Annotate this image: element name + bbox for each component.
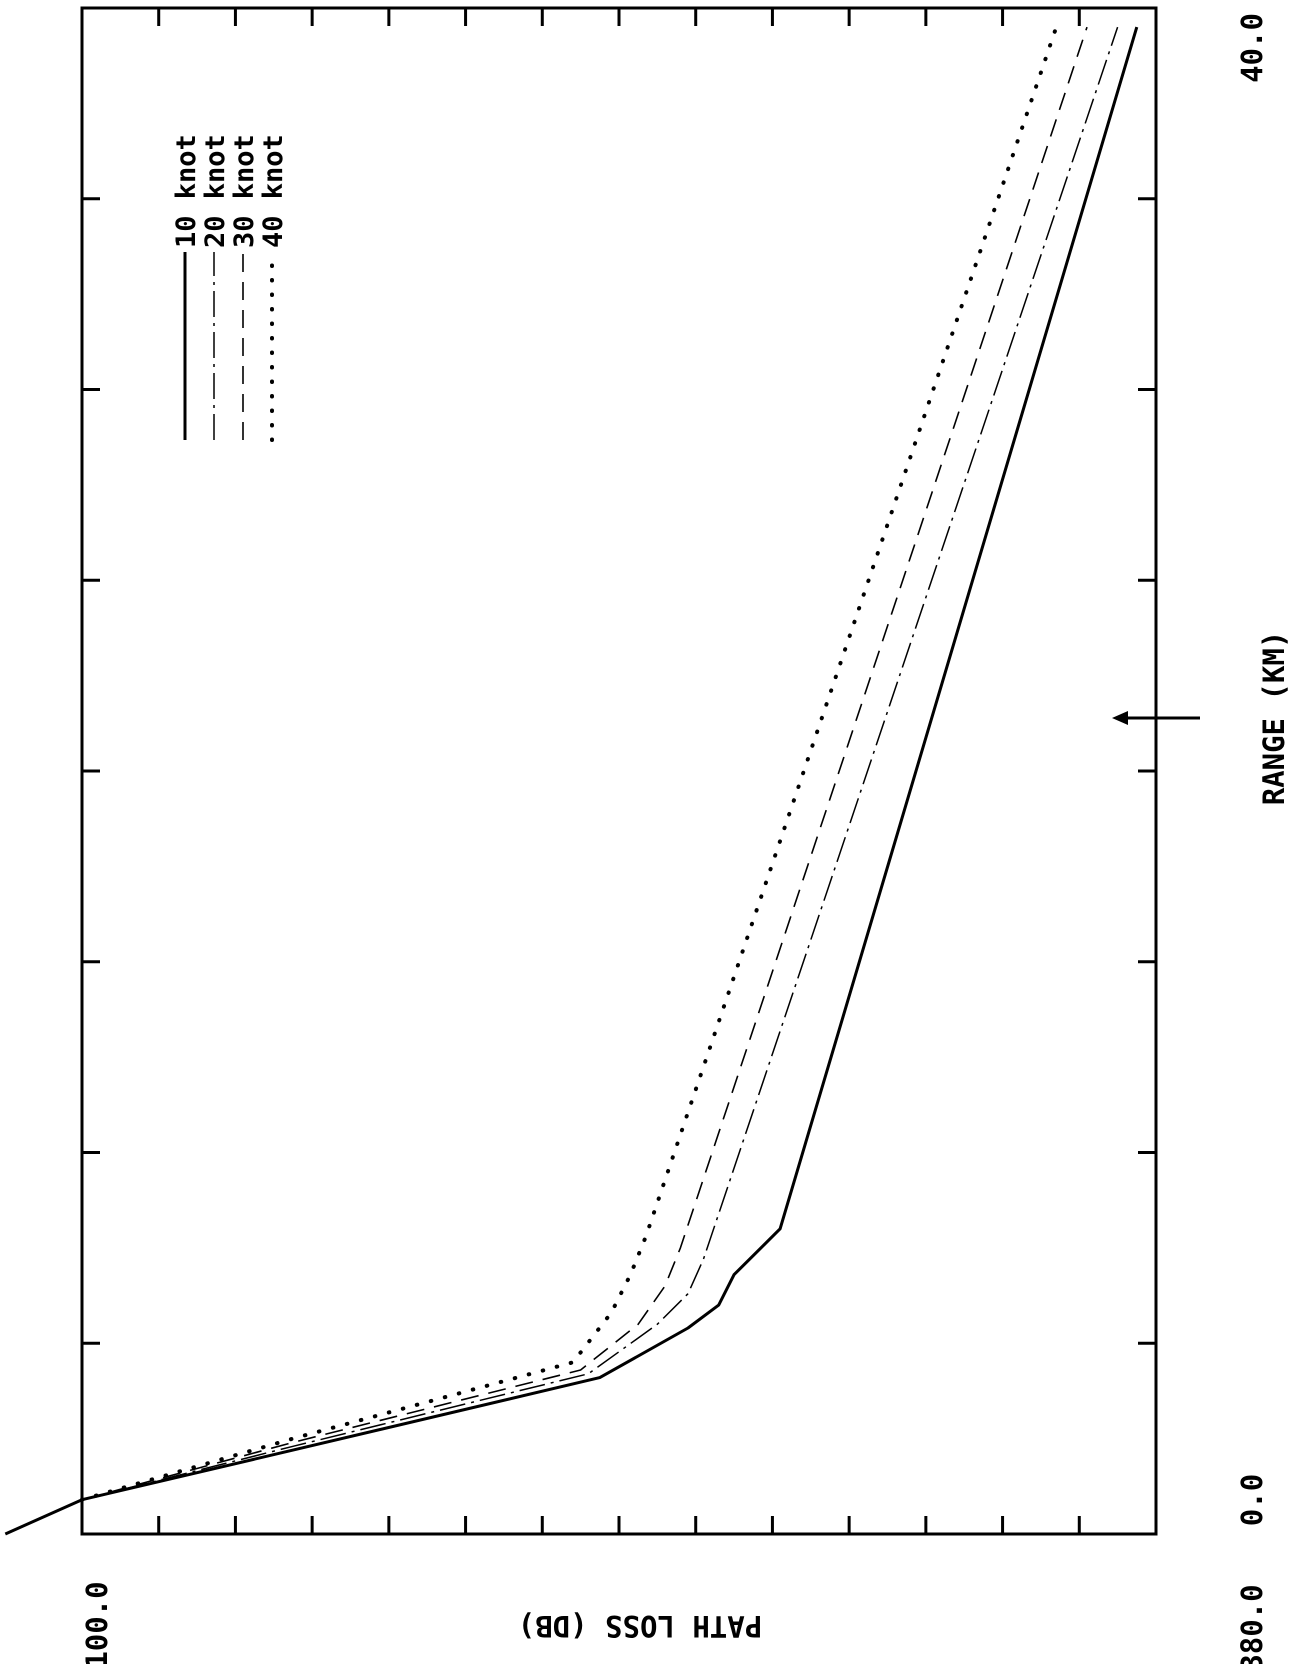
y-axis-title: PATH LOSS (DB)	[518, 1609, 762, 1643]
series-line-1	[4, 26, 1139, 1536]
axis-ticks	[80, 6, 1158, 1536]
series-line-3	[81, 26, 1088, 1501]
x-axis-title: RANGE (KM)	[1257, 631, 1291, 806]
series-lines	[4, 25, 1139, 1536]
y-tick-label-max: 380.0	[1235, 1584, 1269, 1664]
series-line-4	[80, 25, 1059, 1502]
series-line-2	[81, 26, 1119, 1501]
x-tick-label-min: 0.0	[1235, 1474, 1269, 1526]
legend-label-3: 30 knot	[229, 134, 260, 248]
y-tick-label-min: 100.0	[80, 1581, 114, 1664]
legend-label-2: 20 knot	[200, 134, 231, 248]
range-arrow-annotation	[1112, 711, 1200, 725]
legend-label-1: 10 knot	[171, 134, 202, 248]
range-arrow-head	[1112, 711, 1128, 725]
legend-label-4: 40 knot	[258, 134, 289, 248]
x-tick-label-max: 40.0	[1235, 13, 1269, 83]
